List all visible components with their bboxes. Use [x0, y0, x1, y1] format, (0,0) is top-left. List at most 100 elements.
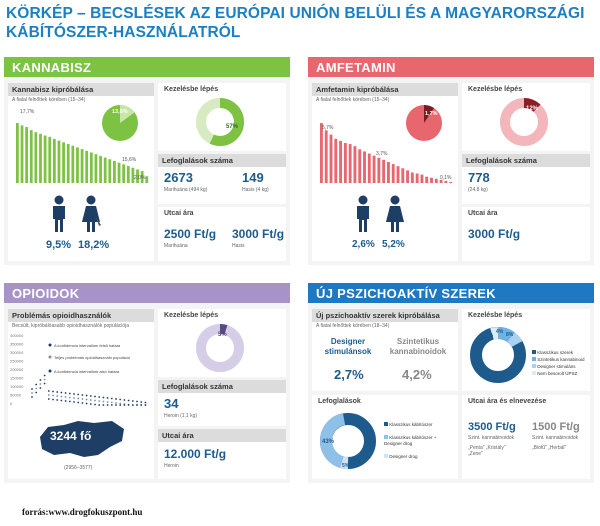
opioid-y-tick: 250000: [10, 359, 24, 364]
nps-seiz-legend-item: Designer drog: [384, 451, 454, 463]
opioid-point: [52, 398, 54, 401]
opioid-point: [127, 404, 130, 406]
cannabis-bar: [145, 176, 149, 183]
cannabis-seiz1-value: 2673: [164, 170, 193, 185]
nps-treat-label-1: 5%: [486, 333, 494, 339]
opioid-users-box: Problémás opioidhasználók Becsült, kipró…: [8, 309, 154, 479]
amphet-header: AMFETAMIN: [308, 57, 594, 77]
opioid-point: [56, 391, 59, 393]
nps-price2-names: „Biofű” „Herbál”: [532, 445, 567, 451]
opioid-point: [94, 403, 96, 406]
nps-synth-pct: 4,2%: [402, 367, 432, 382]
opioid-y-tick: 100000: [10, 384, 24, 389]
amphet-bar: [372, 155, 376, 183]
opioid-point: [106, 401, 109, 403]
opioid-point: [140, 401, 143, 403]
nps-treat-legend-item: Nem besorolt ÚPSZ: [532, 370, 585, 377]
opioid-point: [68, 400, 71, 403]
nps-seiz-pct1: 43%: [322, 439, 335, 445]
opioid-seiz-title: Lefoglalások száma: [158, 380, 286, 393]
nps-trial-sub: A fiatal felnőttek körében (18–34): [316, 323, 390, 329]
nps-treat-box: Kezelésbe lépés 5% 4% 8% Klasszikus szer…: [462, 309, 590, 391]
opioid-point: [89, 399, 92, 401]
opioid-y-tick: 0: [10, 401, 13, 406]
cannabis-bar: [126, 166, 130, 183]
opioid-header: OPIOIDOK: [4, 283, 290, 303]
cannabis-bar: [113, 160, 116, 183]
nps-treat-label-3: 8%: [506, 332, 514, 338]
opioid-point: [56, 395, 59, 397]
nps-seiz-legend: Klasszikus kábítószer Klasszikus kábítós…: [384, 419, 454, 463]
opioid-point: [136, 400, 138, 403]
cannabis-bar: [16, 123, 19, 183]
nps-seiz-legend-item: Klasszikus kábítószer: [384, 419, 454, 431]
cannabis-bar: [43, 135, 47, 183]
cannabis-price1: 2500 Ft/g: [164, 227, 217, 241]
opioid-point: [140, 404, 143, 406]
cannabis-bar-label-top: 17,7%: [20, 109, 35, 115]
opioid-treat-pct: 5%: [218, 332, 227, 338]
nps-price-box: Utcai ára és elnevezése 3500 Ft/g Szint.…: [462, 395, 590, 479]
opioid-point: [110, 401, 113, 404]
amphet-bar: [439, 179, 443, 183]
cannabis-price1-sub: Marihuána: [164, 243, 188, 249]
amphet-bar: [348, 144, 352, 183]
amphet-treat-title: Kezelésbe lépés: [468, 86, 523, 93]
opioid-price-title: Utcai ára: [158, 429, 286, 442]
amphet-bar: [449, 181, 453, 183]
opioid-price-sub: Heroin: [164, 463, 179, 469]
cannabis-header: KANNABISZ: [4, 57, 290, 77]
nps-treat-legend: Klasszikus szerek Szintetikus kannabinoi…: [532, 349, 585, 377]
opioid-point: [39, 387, 42, 389]
nps-treat-legend-text: Designer stimuláns: [537, 364, 576, 369]
cannabis-pie: 13,6%: [102, 104, 138, 141]
opioid-users-sub: Becsült, kipróbálóasabb opioidhasználók …: [12, 323, 130, 329]
amphet-trial-box: Amfetamin kipróbálása A fiatal felnőttek…: [312, 83, 458, 261]
opioid-point: [136, 404, 138, 406]
opioid-point: [31, 396, 33, 398]
opioid-point: [102, 404, 105, 406]
opioid-point: [106, 404, 109, 406]
cannabis-bar: [117, 162, 121, 183]
cannabis-bar: [57, 140, 61, 183]
nps-panel: ÚJ PSZICHOAKTÍV SZEREK Új pszichoaktív s…: [308, 283, 594, 483]
cannabis-bar: [71, 145, 75, 183]
opioid-point: [60, 395, 63, 398]
amphet-bar: [358, 149, 362, 183]
nps-price1-sub: Szint. kannabinoidok: [468, 435, 515, 441]
amphet-bar: [391, 164, 395, 183]
opioid-point: [89, 403, 92, 405]
amphet-female-pct: 5,2%: [382, 239, 405, 250]
amphet-bar-chart: 5,7% 3,7% 0,1%: [320, 123, 453, 183]
opioid-point: [52, 390, 54, 393]
opioid-price-box: Utcai ára 12.000 Ft/g Heroin: [158, 429, 286, 479]
male-figure-icon: [53, 195, 65, 232]
amphet-bar: [343, 143, 347, 183]
opioid-point: [94, 399, 96, 402]
male-figure-icon: [357, 195, 369, 232]
nps-treat-title: Kezelésbe lépés: [468, 312, 523, 319]
amphet-bar: [401, 168, 405, 183]
opioid-point: [85, 402, 88, 405]
opioid-point: [31, 392, 33, 394]
opioid-point: [131, 400, 134, 402]
opioid-point: [123, 399, 126, 401]
opioid-point: [47, 398, 50, 400]
cannabis-bar: [108, 159, 112, 183]
opioid-point: [64, 392, 67, 394]
opioid-y-tick: 150000: [10, 376, 24, 381]
amphet-bar: [382, 159, 386, 183]
cannabis-price2-sub: Hasis: [232, 243, 245, 249]
opioid-point: [47, 390, 50, 392]
amphet-bar: [396, 166, 400, 183]
opioid-point: [81, 394, 84, 396]
opioid-point: [89, 395, 92, 397]
amphet-bar: [430, 177, 433, 183]
cannabis-treat-pct: 57%: [226, 124, 239, 130]
cannabis-bar: [122, 164, 126, 183]
opioid-point: [39, 379, 42, 381]
cannabis-bar: [94, 154, 98, 183]
nps-price1-names: „Penta” „Kristály” „Zene”: [468, 445, 506, 457]
nps-treat-legend-text: Nem besorolt ÚPSZ: [537, 371, 578, 376]
opioid-y-tick: 400000: [10, 333, 24, 338]
